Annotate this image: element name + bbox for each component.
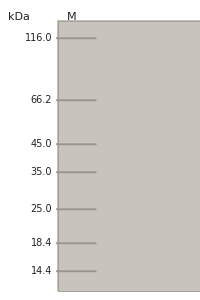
Bar [58, 21, 200, 291]
Text: 14.4: 14.4 [31, 266, 52, 276]
Text: 18.4: 18.4 [31, 238, 52, 248]
Text: M: M [67, 12, 77, 22]
Text: 35.0: 35.0 [30, 167, 52, 177]
Bar [58, 21, 200, 291]
Text: 66.2: 66.2 [30, 95, 52, 106]
Text: 25.0: 25.0 [30, 204, 52, 214]
Text: 116.0: 116.0 [24, 33, 52, 43]
Text: 45.0: 45.0 [30, 139, 52, 148]
Text: kDa: kDa [8, 12, 30, 22]
